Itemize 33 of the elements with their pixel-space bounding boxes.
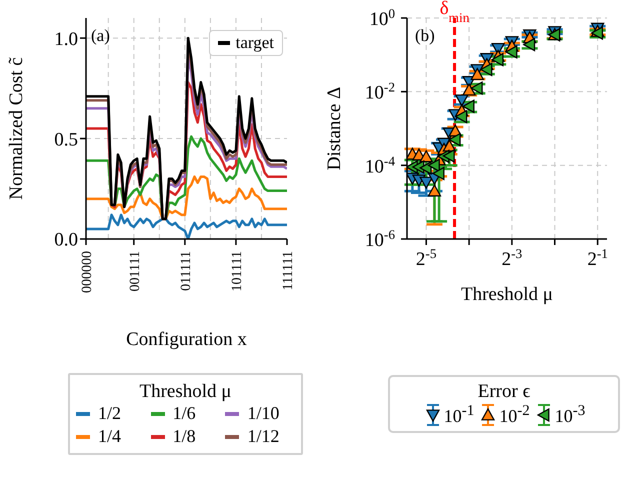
legend-label: target (236, 33, 274, 53)
y-tick-label: 0.5 (54, 129, 78, 150)
x-tick-label: 2$^{-5}$ (416, 246, 437, 270)
x-tick-label: 2$^{-1}$ (587, 246, 608, 270)
y-tick-label: 10$^{0}$ (369, 6, 396, 30)
y-axis-title: Normalized Cost c̃ (6, 56, 27, 200)
annotation: (b) (415, 26, 435, 45)
legend-label: 1/2 (98, 403, 122, 424)
y-tick-label: 10$^{-4}$ (364, 152, 396, 178)
legend-label: 10$^{-1}$ (444, 403, 474, 427)
x-axis-title: Threshold μ (461, 284, 553, 305)
legend-label: 10$^{-2}$ (499, 403, 530, 427)
legend-label: 1/8 (172, 426, 196, 447)
legend-title: Threshold μ (140, 381, 232, 402)
y-tick-label: 10$^{-2}$ (364, 79, 395, 104)
x-tick-label: 2$^{-3}$ (502, 246, 523, 270)
legend-label: 1/10 (247, 403, 280, 424)
legend-label: 1/4 (98, 426, 122, 447)
legend-label: 1/12 (247, 426, 280, 447)
y-tick-label: 1.0 (54, 28, 78, 50)
x-axis-title: Configuration x (126, 329, 248, 350)
x-tick-label: 101111 (230, 251, 245, 292)
x-tick-label: 111111 (281, 251, 296, 290)
x-tick-label: 011111 (178, 251, 194, 291)
y-tick-label: 0.0 (54, 230, 78, 251)
legend-label: 10$^{-3}$ (554, 403, 586, 427)
y-axis-title: Distance Δ (324, 86, 345, 170)
x-tick-label: 000000 (80, 251, 95, 293)
y-tick-label: 10$^{-6}$ (364, 226, 396, 251)
legend-title: Error ϵ (478, 381, 530, 402)
legend-label: 1/6 (172, 403, 196, 424)
annotation: (a) (91, 26, 110, 45)
x-tick-label: 001111 (128, 251, 143, 292)
